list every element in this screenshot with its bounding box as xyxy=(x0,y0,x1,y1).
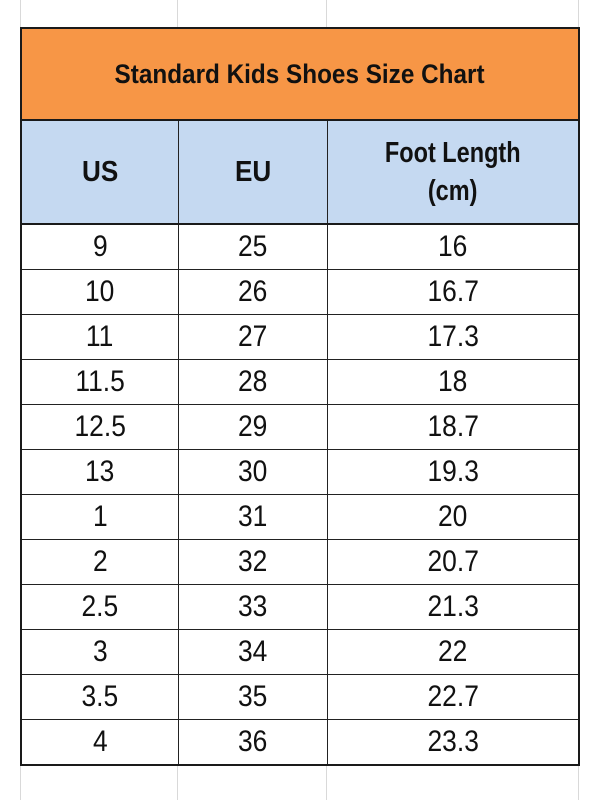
cell-us-value: 2 xyxy=(92,545,108,578)
cell-eu-value: 33 xyxy=(238,590,268,623)
header-foot-line1: Foot Length xyxy=(385,137,521,169)
cell-cm-value: 18 xyxy=(438,365,468,398)
cell-us-value: 9 xyxy=(92,230,108,263)
table-row: 2.5 33 21.3 xyxy=(22,585,578,630)
cell-eu: 28 xyxy=(179,360,328,404)
cell-eu-value: 34 xyxy=(238,635,268,668)
cell-eu-value: 29 xyxy=(238,410,268,443)
cell-us-value: 1 xyxy=(92,500,108,533)
table-row: 11 27 17.3 xyxy=(22,315,578,360)
header-foot-length-label: Foot Length (cm) xyxy=(378,134,529,210)
cell-eu-value: 26 xyxy=(238,275,268,308)
cell-eu: 33 xyxy=(179,585,328,629)
cell-cm: 22 xyxy=(328,630,578,674)
cell-us: 9 xyxy=(22,225,179,269)
cell-eu: 36 xyxy=(179,720,328,764)
cell-us-value: 11.5 xyxy=(75,365,125,398)
table-row: 3.5 35 22.7 xyxy=(22,675,578,720)
cell-us-value: 11 xyxy=(86,320,114,353)
cell-cm-value: 22.7 xyxy=(427,680,479,713)
table-row: 11.5 28 18 xyxy=(22,360,578,405)
cell-cm: 19.3 xyxy=(328,450,578,494)
cell-eu-value: 25 xyxy=(238,230,268,263)
header-foot-length: Foot Length (cm) xyxy=(328,121,578,223)
cell-us: 4 xyxy=(22,720,179,764)
size-chart-table: Standard Kids Shoes Size Chart US EU Foo… xyxy=(20,27,580,766)
cell-us: 11 xyxy=(22,315,179,359)
cell-us-value: 3 xyxy=(92,635,108,668)
table-row: 9 25 16 xyxy=(22,225,578,270)
cell-cm-value: 23.3 xyxy=(427,725,479,758)
cell-us: 11.5 xyxy=(22,360,179,404)
cell-cm-value: 22 xyxy=(438,635,468,668)
cell-cm: 21.3 xyxy=(328,585,578,629)
cell-eu-value: 30 xyxy=(238,455,268,488)
cell-eu: 34 xyxy=(179,630,328,674)
cell-us-value: 10 xyxy=(85,275,115,308)
cell-us: 13 xyxy=(22,450,179,494)
cell-eu-value: 31 xyxy=(238,500,268,533)
table-row: 1 31 20 xyxy=(22,495,578,540)
cell-eu-value: 36 xyxy=(238,725,268,758)
cell-eu: 27 xyxy=(179,315,328,359)
table-body: 9 25 16 10 26 16.7 11 27 17.3 11.5 28 18 12.5 29 18.7 1… xyxy=(22,225,578,764)
cell-us-value: 2.5 xyxy=(81,590,119,623)
header-foot-line2: (cm) xyxy=(428,175,478,207)
cell-us: 1 xyxy=(22,495,179,539)
table-row: 10 26 16.7 xyxy=(22,270,578,315)
cell-cm-value: 20 xyxy=(438,500,468,533)
table-title-band: Standard Kids Shoes Size Chart xyxy=(22,29,578,121)
cell-cm: 18 xyxy=(328,360,578,404)
header-us-label: US xyxy=(81,156,119,188)
cell-cm-value: 20.7 xyxy=(427,545,479,578)
header-row: US EU Foot Length (cm) xyxy=(22,121,578,225)
cell-cm: 20.7 xyxy=(328,540,578,584)
table-row: 3 34 22 xyxy=(22,630,578,675)
cell-cm-value: 16 xyxy=(438,230,468,263)
cell-cm: 20 xyxy=(328,495,578,539)
cell-eu: 26 xyxy=(179,270,328,314)
table-row: 13 30 19.3 xyxy=(22,450,578,495)
table-row: 2 32 20.7 xyxy=(22,540,578,585)
cell-eu-value: 28 xyxy=(238,365,268,398)
cell-us: 12.5 xyxy=(22,405,179,449)
cell-cm: 23.3 xyxy=(328,720,578,764)
cell-cm-value: 19.3 xyxy=(427,455,479,488)
cell-us: 3.5 xyxy=(22,675,179,719)
cell-cm-value: 18.7 xyxy=(427,410,479,443)
cell-us: 2.5 xyxy=(22,585,179,629)
cell-cm-value: 21.3 xyxy=(427,590,479,623)
header-eu: EU xyxy=(179,121,328,223)
table-row: 12.5 29 18.7 xyxy=(22,405,578,450)
header-us: US xyxy=(22,121,179,223)
cell-us: 3 xyxy=(22,630,179,674)
cell-cm: 16 xyxy=(328,225,578,269)
cell-cm: 22.7 xyxy=(328,675,578,719)
cell-eu-value: 35 xyxy=(238,680,268,713)
table-title: Standard Kids Shoes Size Chart xyxy=(115,58,485,89)
cell-eu: 35 xyxy=(179,675,328,719)
cell-us: 10 xyxy=(22,270,179,314)
cell-us-value: 13 xyxy=(85,455,115,488)
cell-eu: 25 xyxy=(179,225,328,269)
cell-eu: 30 xyxy=(179,450,328,494)
table-row: 4 36 23.3 xyxy=(22,720,578,764)
cell-us-value: 3.5 xyxy=(81,680,119,713)
cell-eu: 32 xyxy=(179,540,328,584)
cell-us-value: 12.5 xyxy=(74,410,126,443)
cell-eu: 31 xyxy=(179,495,328,539)
cell-us: 2 xyxy=(22,540,179,584)
cell-us-value: 4 xyxy=(92,725,108,758)
cell-cm-value: 17.3 xyxy=(427,320,479,353)
header-eu-label: EU xyxy=(234,156,272,188)
cell-eu-value: 32 xyxy=(238,545,268,578)
cell-cm-value: 16.7 xyxy=(427,275,479,308)
cell-cm: 18.7 xyxy=(328,405,578,449)
cell-cm: 16.7 xyxy=(328,270,578,314)
cell-eu: 29 xyxy=(179,405,328,449)
cell-eu-value: 27 xyxy=(238,320,268,353)
cell-cm: 17.3 xyxy=(328,315,578,359)
